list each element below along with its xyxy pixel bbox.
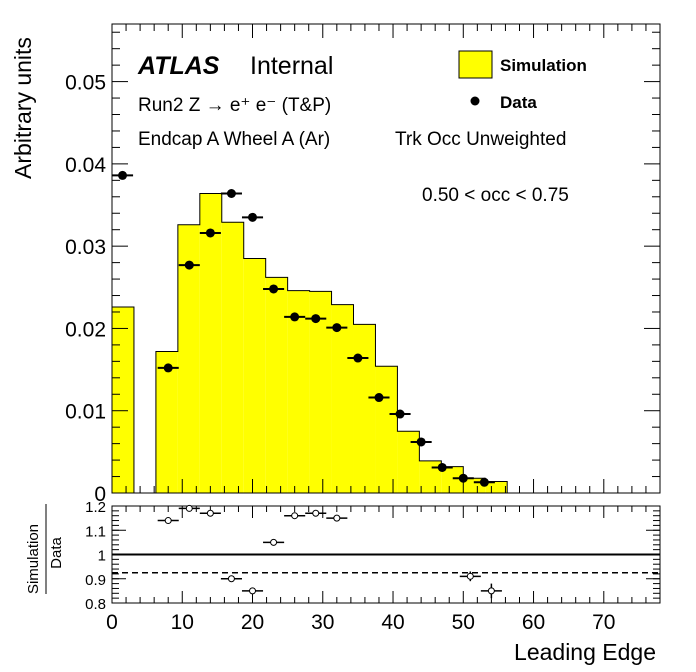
ratio-title-numerator: Simulation [25,524,42,594]
x-tick-label: 0 [106,611,118,634]
data-point [416,437,426,447]
data-point [248,212,258,222]
data-point [437,462,447,472]
ratio-point [466,572,474,580]
ratio-y-tick-label: 1 [98,548,106,565]
data-point [184,260,194,270]
data-point [479,477,489,487]
legend-simulation-label: Simulation [500,56,587,75]
simulation-bar [353,324,376,493]
weighting-label: Trk Occ Unweighted [395,129,566,150]
simulation-bar [221,222,244,493]
ratio-y-tick-label: 0.8 [85,596,106,613]
ratio-y-tick-label: 1.2 [85,499,106,516]
ratio-y-tick-label: 0.9 [85,572,106,589]
simulation-bar [265,277,288,493]
simulation-bar [375,366,398,493]
simulation-bar [112,307,134,493]
x-tick-label: 50 [452,611,475,634]
legend-data-label: Data [500,93,537,112]
ratio-title-denominator: Data [48,537,65,569]
data-point [374,393,384,403]
simulation-bar [287,290,310,493]
simulation-bar [331,304,354,493]
legend-data-marker [470,96,480,106]
data-point [353,353,363,363]
ratio-point [185,504,193,512]
ratio-point [164,517,172,525]
region-label: Endcap A Wheel A (Ar) [138,129,330,150]
y-tick-label: 0.04 [65,154,106,177]
simulation-bar [485,481,508,493]
simulation-bar [397,431,420,493]
ratio-point [249,587,257,595]
y-tick-label: 0.05 [65,72,106,95]
legend-simulation-swatch [458,50,493,79]
status-label: Internal [250,52,333,80]
x-axis-title: Leading Edge [514,639,656,665]
ratio-point [333,514,341,522]
ratio-point [270,538,278,546]
simulation-bar [419,460,442,493]
simulation-bar [243,258,266,493]
data-point [290,312,300,322]
y-tick-label: 0.01 [65,401,106,424]
simulation-bar [441,466,464,493]
data-point [395,409,405,419]
ratio-y-tick-label: 1.1 [85,523,106,540]
x-tick-label: 10 [171,611,194,634]
data-point [118,170,128,180]
main-plot-frame [111,23,661,494]
data-point [458,473,468,483]
ratio-point [291,512,299,520]
ratio-points [157,504,502,599]
atlas-label: ATLAS [137,52,220,80]
data-point [311,314,321,324]
x-tick-label: 70 [592,611,615,634]
data-point [163,363,173,373]
data-points [112,170,495,487]
ratio-point [227,575,235,583]
simulation-bar [177,224,200,494]
ratio-axis-frame: 0.8 0.9 1 1.1 1.2 0 10 20 30 40 50 60 70 [85,499,661,634]
occupancy-selection-label: 0.50 < occ < 0.75 [422,185,569,206]
data-point [205,228,215,238]
data-point [269,284,279,294]
x-tick-label: 40 [381,611,404,634]
x-tick-label: 60 [522,611,545,634]
simulation-bar [309,291,332,493]
ratio-point [206,509,214,517]
y-tick-label: 0.03 [65,236,106,259]
process-label: Run2 Z → e⁺ e⁻ (T&P) [138,95,331,116]
ratio-point [487,587,495,595]
main-axis-frame: 0 0.01 0.02 0.03 0.04 0.05 [65,23,661,506]
x-tick-label: 20 [241,611,264,634]
simulation-histogram [111,192,508,494]
y-tick-label: 0 [94,483,106,506]
data-point [226,188,236,198]
ratio-point [312,509,320,517]
y-axis-title: Arbitrary units [10,37,36,179]
simulation-bar [199,193,222,494]
simulation-bar [155,351,178,493]
data-point [332,323,342,333]
x-tick-label: 30 [311,611,334,634]
y-tick-label: 0.02 [65,318,106,341]
